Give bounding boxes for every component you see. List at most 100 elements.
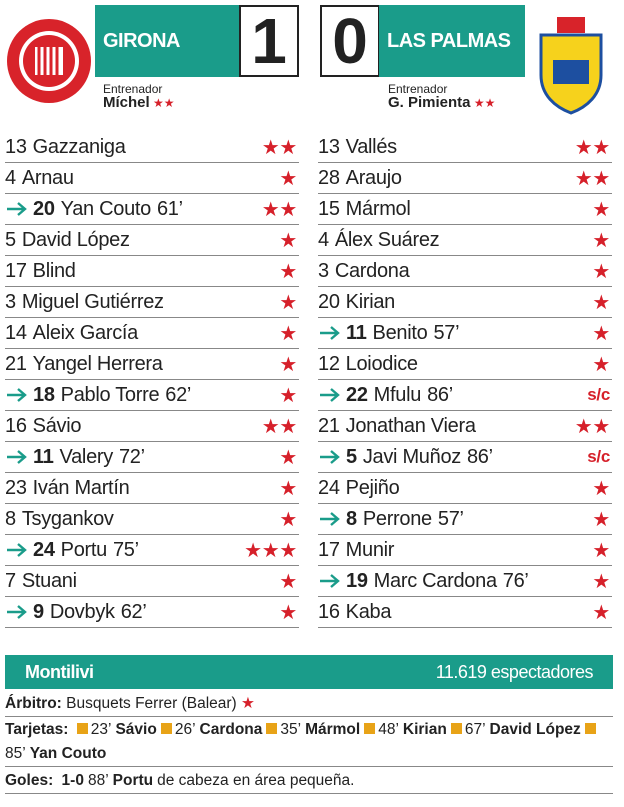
player-rating: ★★ [574, 415, 611, 438]
player-number: 9 [33, 600, 44, 623]
sub-minute: 62’ [165, 383, 192, 406]
player-row: 20 Kirian ★ [318, 287, 612, 318]
player-row: 21 Yangel Herrera ★ [5, 349, 299, 380]
player-row: 8 Perrone 57’ ★ [318, 504, 612, 535]
player-name: Tsygankov [21, 507, 114, 530]
player-row: 16 Kaba ★ [318, 597, 612, 628]
sub-minute: 57’ [433, 321, 460, 344]
card-player: Kirian [402, 721, 447, 738]
player-rating: ★ [279, 508, 297, 531]
player-rating: ★ [279, 477, 297, 500]
player-name: Álex Suárez [334, 228, 440, 251]
yellow-card [364, 723, 376, 734]
sub-arrow [7, 605, 27, 619]
sub-arrow [7, 543, 27, 557]
yellow-card [266, 723, 278, 734]
player-rating: ★ [592, 539, 610, 562]
player-number: 8 [346, 507, 357, 530]
yellow-card [76, 723, 88, 734]
player-rating: ★ [279, 353, 297, 376]
player-number: 8 [5, 507, 16, 530]
referee-line: Árbitro: Busquets Ferrer (Balear) ★ [5, 692, 613, 717]
player-rating: ★★★ [244, 539, 297, 562]
player-name: Pejiño [345, 476, 400, 499]
player-number: 21 [318, 414, 340, 437]
player-number: 5 [346, 445, 357, 468]
sub-arrow [7, 202, 27, 216]
player-name: Portu [60, 538, 108, 561]
card-minute: 26’ [174, 721, 196, 738]
player-row: 28 Araujo ★★ [318, 163, 612, 194]
player-number: 28 [318, 166, 340, 189]
player-row: 12 Loiodice ★ [318, 349, 612, 380]
player-number: 23 [5, 476, 27, 499]
player-rating: s/c [587, 385, 610, 404]
venue: Montilivi [25, 661, 94, 682]
player-name: Yan Couto [60, 197, 152, 220]
card-player: Cardona [199, 721, 263, 738]
sub-minute: 62’ [120, 600, 147, 623]
away-lineup: 13 Vallés ★★ 28 Araujo ★★ 15 Mármol ★ 4 Álex Suáre… [318, 132, 612, 628]
player-row: 3 Miguel Gutiérrez ★ [5, 287, 299, 318]
cards-line: Tarjetas: 23’ Sávio 26’ Cardona 35’ Mármol 48’… [5, 718, 613, 767]
sub-arrow [320, 388, 340, 402]
yellow-card [160, 723, 172, 734]
card-player: Yan Couto [29, 745, 107, 762]
player-name: Aleix García [32, 321, 139, 344]
player-name: Dovbyk [49, 600, 115, 623]
home-logo [7, 19, 91, 103]
player-row: 11 Benito 57’ ★ [318, 318, 612, 349]
yellow-card [584, 723, 596, 734]
player-rating: ★ [279, 570, 297, 593]
player-name: Gazzaniga [32, 135, 126, 158]
player-name: David López [21, 228, 130, 251]
player-row: 19 Marc Cardona 76’ ★ [318, 566, 612, 597]
player-rating: ★ [279, 601, 297, 624]
sub-minute: 57’ [437, 507, 464, 530]
player-rating: ★ [279, 322, 297, 345]
player-row: 24 Pejiño ★ [318, 473, 612, 504]
player-rating: ★ [279, 291, 297, 314]
player-rating: ★ [592, 353, 610, 376]
player-name: Mármol [345, 197, 411, 220]
card-minute: 23’ [90, 721, 112, 738]
player-name: Kirian [345, 290, 396, 313]
away-name: LAS PALMAS [379, 5, 525, 77]
goals-label: Goles: [5, 772, 54, 789]
player-name: Valery [59, 445, 114, 468]
card-player: David López [489, 721, 581, 738]
sub-arrow [7, 450, 27, 464]
player-rating: ★★ [574, 136, 611, 159]
player-rating: s/c [587, 447, 610, 466]
coach-name: Míchel [103, 94, 150, 111]
player-number: 19 [346, 569, 368, 592]
goal-minute: 88’ [87, 772, 109, 789]
goal-player: Portu [112, 772, 154, 789]
player-row: 5 Javi Muñoz 86’ s/c [318, 442, 612, 473]
player-row: 16 Sávio ★★ [5, 411, 299, 442]
player-row: 8 Tsygankov ★ [5, 504, 299, 535]
player-row: 17 Blind ★ [5, 256, 299, 287]
player-number: 14 [5, 321, 27, 344]
player-number: 3 [5, 290, 16, 313]
player-rating: ★★ [261, 415, 298, 438]
referee-rating: ★ [241, 695, 255, 712]
coach-label: Entrenador [103, 82, 163, 96]
home-lineup: 13 Gazzaniga ★★ 4 Arnau ★ 20 Yan Couto 61’ ★★ 5 Dav… [5, 132, 299, 628]
player-number: 18 [33, 383, 55, 406]
card-minute: 85’ [5, 745, 26, 762]
player-name: Benito [372, 321, 428, 344]
player-name: Javi Muñoz [362, 445, 461, 468]
player-rating: ★★ [261, 198, 298, 221]
sub-arrow [7, 388, 27, 402]
player-row: 5 David López ★ [5, 225, 299, 256]
player-row: 4 Álex Suárez ★ [318, 225, 612, 256]
player-name: Jonathan Viera [345, 414, 476, 437]
yellow-card [450, 723, 462, 734]
player-name: Iván Martín [32, 476, 130, 499]
player-number: 4 [318, 228, 329, 251]
player-number: 24 [33, 538, 55, 561]
player-rating: ★ [279, 384, 297, 407]
goals-line: Goles: 1-0 88’ Portu de cabeza en área pequ… [5, 769, 613, 794]
player-number: 17 [5, 259, 27, 282]
